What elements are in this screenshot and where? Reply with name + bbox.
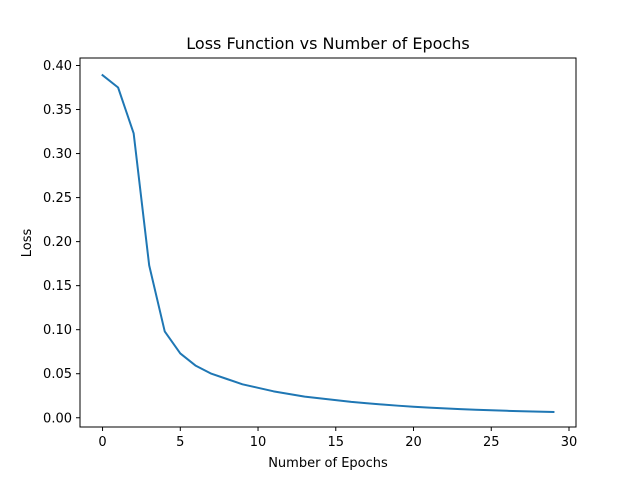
y-tick-label: 0.40 (43, 59, 72, 74)
y-tick-label: 0.25 (43, 191, 72, 206)
x-tick-label: 10 (250, 435, 267, 450)
plot-series (101, 73, 555, 414)
x-tick-label: 5 (176, 435, 184, 450)
x-tick-label: 0 (98, 435, 106, 450)
y-tick-label: 0.35 (43, 103, 72, 118)
y-tick-label: 0.00 (43, 411, 72, 426)
x-tick-label: 15 (328, 435, 345, 450)
x-tick-label: 20 (405, 435, 422, 450)
x-tick-label: 30 (561, 435, 578, 450)
y-tick-label: 0.30 (43, 147, 72, 162)
x-axis: 0 5 10 15 20 25 30 (98, 427, 577, 450)
y-axis: 0.00 0.05 0.10 0.15 0.20 0.25 0.30 0.35 0.40 (43, 59, 80, 426)
loss-series-line (101, 73, 555, 414)
chart-title: Loss Function vs Number of Epochs (186, 34, 469, 53)
y-axis-label: Loss (20, 229, 35, 258)
y-tick-label: 0.20 (43, 235, 72, 250)
x-tick-label: 25 (483, 435, 500, 450)
plot-frame (79, 57, 577, 428)
y-tick-label: 0.10 (43, 323, 72, 338)
x-axis-label: Number of Epochs (268, 456, 388, 471)
y-tick-label: 0.15 (43, 279, 72, 294)
y-tick-label: 0.05 (43, 367, 72, 382)
